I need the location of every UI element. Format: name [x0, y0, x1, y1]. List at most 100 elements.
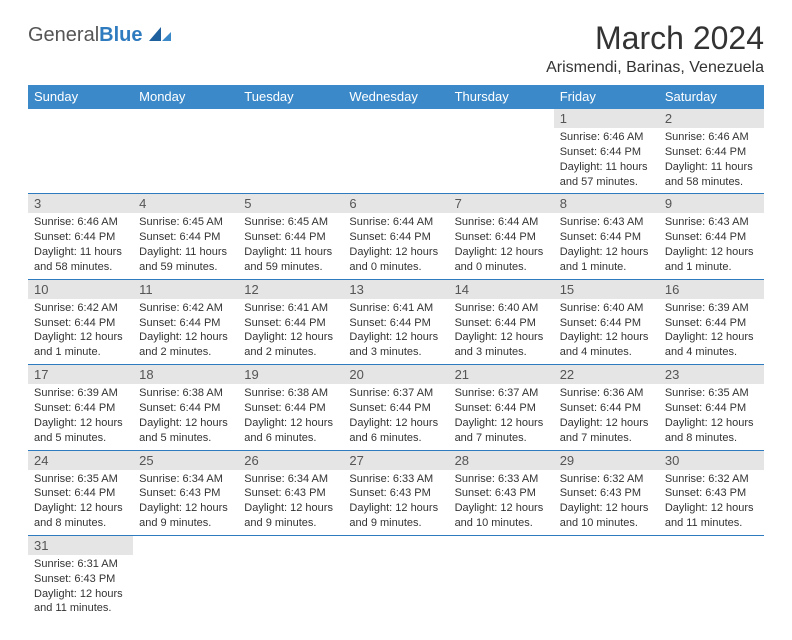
day-header: Wednesday	[343, 85, 448, 109]
calendar-cell: 9Sunrise: 6:43 AMSunset: 6:44 PMDaylight…	[659, 194, 764, 279]
day-content: Sunrise: 6:37 AMSunset: 6:44 PMDaylight:…	[343, 384, 448, 449]
daylight-text: Daylight: 11 hours and 59 minutes.	[244, 245, 337, 275]
day-content: Sunrise: 6:33 AMSunset: 6:43 PMDaylight:…	[449, 470, 554, 535]
day-number: 11	[133, 280, 238, 299]
calendar-row: 1Sunrise: 6:46 AMSunset: 6:44 PMDaylight…	[28, 109, 764, 194]
sunrise-text: Sunrise: 6:45 AM	[139, 215, 232, 230]
calendar-cell	[343, 535, 448, 620]
day-number: 24	[28, 451, 133, 470]
sunset-text: Sunset: 6:44 PM	[349, 316, 442, 331]
logo-text-1: General	[28, 24, 99, 46]
sunrise-text: Sunrise: 6:41 AM	[244, 301, 337, 316]
sunrise-text: Sunrise: 6:44 AM	[349, 215, 442, 230]
calendar-cell	[238, 109, 343, 194]
daylight-text: Daylight: 12 hours and 4 minutes.	[665, 330, 758, 360]
calendar-cell	[659, 535, 764, 620]
day-content: Sunrise: 6:41 AMSunset: 6:44 PMDaylight:…	[238, 299, 343, 364]
sunrise-text: Sunrise: 6:40 AM	[560, 301, 653, 316]
daylight-text: Daylight: 12 hours and 8 minutes.	[34, 501, 127, 531]
day-number: 12	[238, 280, 343, 299]
logo-text-2: Blue	[99, 24, 142, 46]
sunrise-text: Sunrise: 6:41 AM	[349, 301, 442, 316]
daylight-text: Daylight: 12 hours and 3 minutes.	[455, 330, 548, 360]
daylight-text: Daylight: 11 hours and 58 minutes.	[34, 245, 127, 275]
calendar-cell	[133, 535, 238, 620]
day-number: 21	[449, 365, 554, 384]
calendar-cell	[449, 109, 554, 194]
day-number: 16	[659, 280, 764, 299]
calendar-cell: 16Sunrise: 6:39 AMSunset: 6:44 PMDayligh…	[659, 279, 764, 364]
day-content: Sunrise: 6:42 AMSunset: 6:44 PMDaylight:…	[133, 299, 238, 364]
daylight-text: Daylight: 12 hours and 5 minutes.	[34, 416, 127, 446]
sunset-text: Sunset: 6:43 PM	[665, 486, 758, 501]
location-text: Arismendi, Barinas, Venezuela	[546, 59, 764, 77]
day-content: Sunrise: 6:40 AMSunset: 6:44 PMDaylight:…	[554, 299, 659, 364]
day-content: Sunrise: 6:45 AMSunset: 6:44 PMDaylight:…	[133, 213, 238, 278]
daylight-text: Daylight: 12 hours and 9 minutes.	[349, 501, 442, 531]
calendar-cell: 14Sunrise: 6:40 AMSunset: 6:44 PMDayligh…	[449, 279, 554, 364]
day-number: 6	[343, 194, 448, 213]
sunrise-text: Sunrise: 6:42 AM	[34, 301, 127, 316]
sunrise-text: Sunrise: 6:35 AM	[665, 386, 758, 401]
daylight-text: Daylight: 12 hours and 11 minutes.	[665, 501, 758, 531]
day-content: Sunrise: 6:32 AMSunset: 6:43 PMDaylight:…	[659, 470, 764, 535]
day-number: 23	[659, 365, 764, 384]
calendar-cell: 26Sunrise: 6:34 AMSunset: 6:43 PMDayligh…	[238, 450, 343, 535]
daylight-text: Daylight: 12 hours and 7 minutes.	[455, 416, 548, 446]
sunset-text: Sunset: 6:43 PM	[139, 486, 232, 501]
sunrise-text: Sunrise: 6:38 AM	[244, 386, 337, 401]
daylight-text: Daylight: 12 hours and 7 minutes.	[560, 416, 653, 446]
sunset-text: Sunset: 6:44 PM	[34, 316, 127, 331]
sunrise-text: Sunrise: 6:33 AM	[455, 472, 548, 487]
sunset-text: Sunset: 6:44 PM	[560, 401, 653, 416]
calendar-cell: 12Sunrise: 6:41 AMSunset: 6:44 PMDayligh…	[238, 279, 343, 364]
calendar-cell: 6Sunrise: 6:44 AMSunset: 6:44 PMDaylight…	[343, 194, 448, 279]
sunrise-text: Sunrise: 6:44 AM	[455, 215, 548, 230]
daylight-text: Daylight: 11 hours and 57 minutes.	[560, 160, 653, 190]
day-content: Sunrise: 6:37 AMSunset: 6:44 PMDaylight:…	[449, 384, 554, 449]
day-number: 18	[133, 365, 238, 384]
daylight-text: Daylight: 11 hours and 59 minutes.	[139, 245, 232, 275]
daylight-text: Daylight: 12 hours and 9 minutes.	[244, 501, 337, 531]
sunrise-text: Sunrise: 6:46 AM	[560, 130, 653, 145]
day-number: 20	[343, 365, 448, 384]
sunrise-text: Sunrise: 6:37 AM	[455, 386, 548, 401]
day-content: Sunrise: 6:46 AMSunset: 6:44 PMDaylight:…	[554, 128, 659, 193]
day-content: Sunrise: 6:46 AMSunset: 6:44 PMDaylight:…	[659, 128, 764, 193]
day-content: Sunrise: 6:31 AMSunset: 6:43 PMDaylight:…	[28, 555, 133, 620]
sunrise-text: Sunrise: 6:39 AM	[34, 386, 127, 401]
calendar-cell: 27Sunrise: 6:33 AMSunset: 6:43 PMDayligh…	[343, 450, 448, 535]
sunset-text: Sunset: 6:43 PM	[349, 486, 442, 501]
day-content: Sunrise: 6:32 AMSunset: 6:43 PMDaylight:…	[554, 470, 659, 535]
day-number: 17	[28, 365, 133, 384]
calendar-cell: 3Sunrise: 6:46 AMSunset: 6:44 PMDaylight…	[28, 194, 133, 279]
daylight-text: Daylight: 12 hours and 3 minutes.	[349, 330, 442, 360]
calendar-cell: 15Sunrise: 6:40 AMSunset: 6:44 PMDayligh…	[554, 279, 659, 364]
sunrise-text: Sunrise: 6:39 AM	[665, 301, 758, 316]
day-number: 14	[449, 280, 554, 299]
day-content: Sunrise: 6:45 AMSunset: 6:44 PMDaylight:…	[238, 213, 343, 278]
day-content: Sunrise: 6:38 AMSunset: 6:44 PMDaylight:…	[133, 384, 238, 449]
sunset-text: Sunset: 6:44 PM	[349, 230, 442, 245]
sunrise-text: Sunrise: 6:33 AM	[349, 472, 442, 487]
calendar-page: GeneralBlue March 2024 Arismendi, Barina…	[0, 0, 792, 640]
day-content: Sunrise: 6:44 AMSunset: 6:44 PMDaylight:…	[449, 213, 554, 278]
daylight-text: Daylight: 12 hours and 2 minutes.	[244, 330, 337, 360]
day-header: Friday	[554, 85, 659, 109]
calendar-cell: 29Sunrise: 6:32 AMSunset: 6:43 PMDayligh…	[554, 450, 659, 535]
sunset-text: Sunset: 6:43 PM	[560, 486, 653, 501]
sunset-text: Sunset: 6:44 PM	[665, 401, 758, 416]
calendar-cell: 5Sunrise: 6:45 AMSunset: 6:44 PMDaylight…	[238, 194, 343, 279]
calendar-cell: 25Sunrise: 6:34 AMSunset: 6:43 PMDayligh…	[133, 450, 238, 535]
day-number: 7	[449, 194, 554, 213]
daylight-text: Daylight: 11 hours and 58 minutes.	[665, 160, 758, 190]
day-content: Sunrise: 6:34 AMSunset: 6:43 PMDaylight:…	[133, 470, 238, 535]
sunset-text: Sunset: 6:44 PM	[34, 486, 127, 501]
sunset-text: Sunset: 6:44 PM	[244, 316, 337, 331]
day-content: Sunrise: 6:39 AMSunset: 6:44 PMDaylight:…	[659, 299, 764, 364]
day-content: Sunrise: 6:38 AMSunset: 6:44 PMDaylight:…	[238, 384, 343, 449]
sunrise-text: Sunrise: 6:34 AM	[244, 472, 337, 487]
calendar-cell: 19Sunrise: 6:38 AMSunset: 6:44 PMDayligh…	[238, 365, 343, 450]
calendar-row: 17Sunrise: 6:39 AMSunset: 6:44 PMDayligh…	[28, 365, 764, 450]
calendar-body: 1Sunrise: 6:46 AMSunset: 6:44 PMDaylight…	[28, 109, 764, 621]
